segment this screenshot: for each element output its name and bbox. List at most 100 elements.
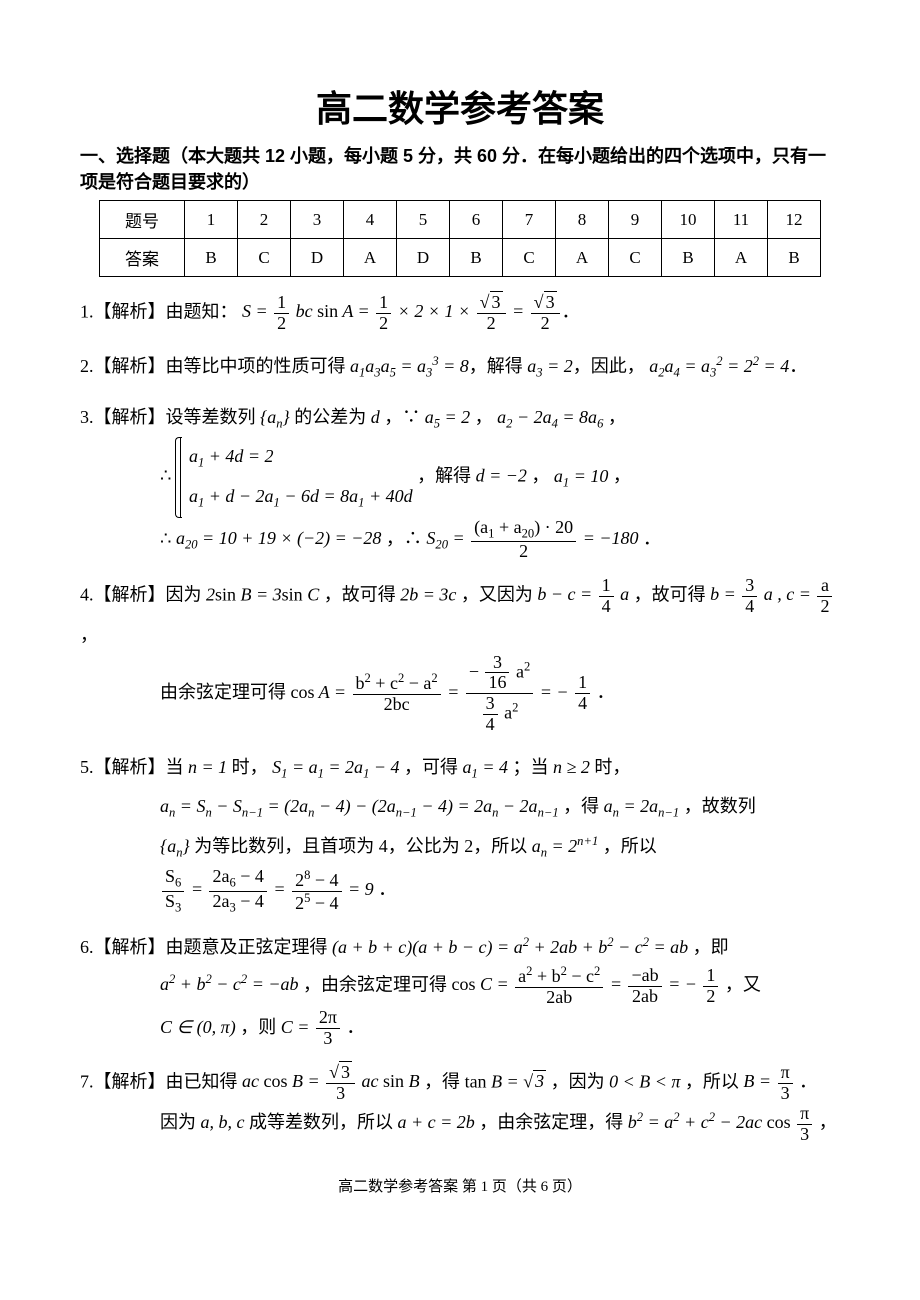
answer-cell: D (291, 239, 344, 277)
problem-line: {an} 为等比数列，且首项为 4，公比为 2，所以 an = 2n+1 ，所以 (160, 827, 840, 867)
text: ， (613, 466, 631, 486)
text: 的公差为 (294, 407, 371, 427)
problem-label: 2.【解析】由等比中项的性质可得 (80, 356, 350, 376)
text: ，故可得 (634, 584, 706, 604)
col-num: 2 (238, 201, 291, 239)
math-expr: n ≥ 2 (553, 757, 590, 777)
text: ． (346, 1017, 364, 1037)
text: ， (819, 1112, 837, 1132)
problem-6: 6.【解析】由题意及正弦定理得 (a + b + c)(a + b − c) =… (80, 929, 840, 1049)
math-expr: a1 + d − 2a1 − 6d = 8a1 + 40d (189, 477, 413, 517)
problem-5: 5.【解析】当 n = 1 时， S1 = a1 = 2a1 − 4 ，可得 a… (80, 749, 840, 915)
text: ， (608, 407, 626, 427)
col-num: 4 (344, 201, 397, 239)
math-expr: a1a3a5 = a33 = 8 (350, 356, 469, 376)
page-title: 高二数学参考答案 (80, 80, 840, 132)
problem-label: 6.【解析】由题意及正弦定理得 (80, 937, 328, 957)
text: ． (643, 528, 661, 548)
problem-label: 5.【解析】当 (80, 757, 184, 777)
problem-line: a2 + b2 − c2 = −ab ，由余弦定理可得 cos C = a2 +… (160, 965, 840, 1008)
answer-cell: D (397, 239, 450, 277)
text: ，故数列 (684, 796, 756, 816)
text: ． (799, 1071, 817, 1091)
text: ，得 (424, 1071, 460, 1091)
answer-table: 题号 1 2 3 4 5 6 7 8 9 10 11 12 答案 B C D A… (99, 200, 821, 277)
math-expr: a2 + b2 − c2 = −ab (160, 974, 298, 994)
col-num: 10 (662, 201, 715, 239)
math-expr: a20 = 10 + 19 × (−2) = −28 (176, 528, 381, 548)
text: ，即 (693, 937, 729, 957)
text: ，由余弦定理，得 (479, 1112, 623, 1132)
math-expr: 2sin B = 3sin C (206, 584, 319, 604)
text: ∴ (160, 466, 171, 486)
math-expr: tan B = √3 (465, 1070, 547, 1091)
answer-cell: C (503, 239, 556, 277)
math-expr: a1 + 4d = 2 (189, 437, 413, 477)
text: ，则 (240, 1017, 276, 1037)
text: ， (475, 407, 493, 427)
text: 因为 (160, 1112, 196, 1132)
system-brace: a1 + 4d = 2 a1 + d − 2a1 − 6d = 8a1 + 40… (180, 437, 413, 518)
answer-cell: A (715, 239, 768, 277)
math-expr: S20 = (a1 + a20) · 202 = −180 (426, 528, 638, 548)
problem-line: ∴ a20 = 10 + 19 × (−2) = −28 ，∴ S20 = (a… (160, 518, 840, 562)
math-expr: a + c = 2b (398, 1112, 475, 1132)
col-num: 6 (450, 201, 503, 239)
math-expr: S = 12 bc sin A = 12 × 2 × 1 × √32 = √32 (242, 301, 562, 321)
text: 由余弦定理可得 (160, 682, 286, 702)
col-num: 9 (609, 201, 662, 239)
math-expr: n = 1 (188, 757, 227, 777)
page-footer: 高二数学参考答案 第 1 页（共 6 页） (80, 1175, 840, 1196)
text: ， (80, 625, 98, 645)
problem-label: 3.【解析】设等差数列 (80, 407, 256, 427)
section-1-header: 一、选择题（本大题共 12 小题，每小题 5 分，共 60 分．在每小题给出的四… (80, 142, 840, 194)
math-expr: an = Sn − Sn−1 = (2an − 4) − (2an−1 − 4)… (160, 796, 559, 816)
problem-line: S6S3 = 2a6 − 42a3 − 4 = 28 − 425 − 4 = 9… (160, 867, 840, 915)
math-expr: {an} (260, 407, 290, 427)
math-expr: 2b = 3c (400, 584, 456, 604)
math-expr: S1 = a1 = 2a1 − 4 (272, 757, 399, 777)
text: ． (562, 301, 580, 321)
math-expr: b2 = a2 + c2 − 2ac cos π3 (628, 1112, 814, 1132)
math-expr: d (371, 407, 380, 427)
math-expr: cos C = a2 + b2 − c22ab = −ab2ab = − 12 (451, 974, 720, 994)
math-expr: a5 = 2 (425, 407, 470, 427)
math-expr: S6S3 = 2a6 − 42a3 − 4 = 28 − 425 − 4 = 9 (160, 879, 374, 899)
answer-cell: B (662, 239, 715, 277)
problem-3: 3.【解析】设等差数列 {an} 的公差为 d ，∵ a5 = 2 ， a2 −… (80, 399, 840, 562)
text: ，又因为 (461, 584, 533, 604)
text: ，∴ (386, 528, 422, 548)
problem-line: 由余弦定理可得 cos A = b2 + c2 − a22bc = − 316 … (160, 653, 840, 735)
problem-line: an = Sn − Sn−1 = (2an − 4) − (2an−1 − 4)… (160, 787, 840, 827)
answer-cell: A (556, 239, 609, 277)
text: ，解得 (417, 466, 476, 486)
row-label: 答案 (100, 239, 185, 277)
problem-7: 7.【解析】由已知得 ac cos B = √33 ac sin B ，得 ta… (80, 1063, 840, 1145)
col-num: 3 (291, 201, 344, 239)
math-expr: C = 2π3 (281, 1017, 342, 1037)
math-expr: a1 = 10 (554, 466, 608, 486)
text: ，因此， (573, 356, 645, 376)
text: ，故可得 (324, 584, 396, 604)
text: ，得 (563, 796, 599, 816)
math-expr: an = 2an−1 (604, 796, 680, 816)
math-expr: C ∈ (0, π) (160, 1017, 236, 1037)
math-expr: b = 34 a , c = a2 (710, 584, 834, 604)
math-expr: ac cos B = √33 ac sin B (242, 1071, 420, 1091)
text: 时， (594, 757, 630, 777)
answer-cell: A (344, 239, 397, 277)
problem-4: 4.【解析】因为 2sin B = 3sin C ，故可得 2b = 3c ，又… (80, 576, 840, 735)
math-expr: 0 < B < π (609, 1071, 680, 1091)
col-num: 12 (768, 201, 821, 239)
row-label: 题号 (100, 201, 185, 239)
answer-cell: B (768, 239, 821, 277)
table-row: 题号 1 2 3 4 5 6 7 8 9 10 11 12 (100, 201, 821, 239)
col-num: 1 (185, 201, 238, 239)
problem-label: 1.【解析】由题知： (80, 301, 238, 321)
math-expr: cos A = b2 + c2 − a22bc = − 316 a234 a2 … (291, 682, 593, 702)
text: ∴ (160, 528, 171, 548)
text: 时， (232, 757, 268, 777)
text: ． (597, 682, 615, 702)
text: ， (531, 466, 549, 486)
math-expr: a2a4 = a32 = 22 = 4 (649, 356, 789, 376)
